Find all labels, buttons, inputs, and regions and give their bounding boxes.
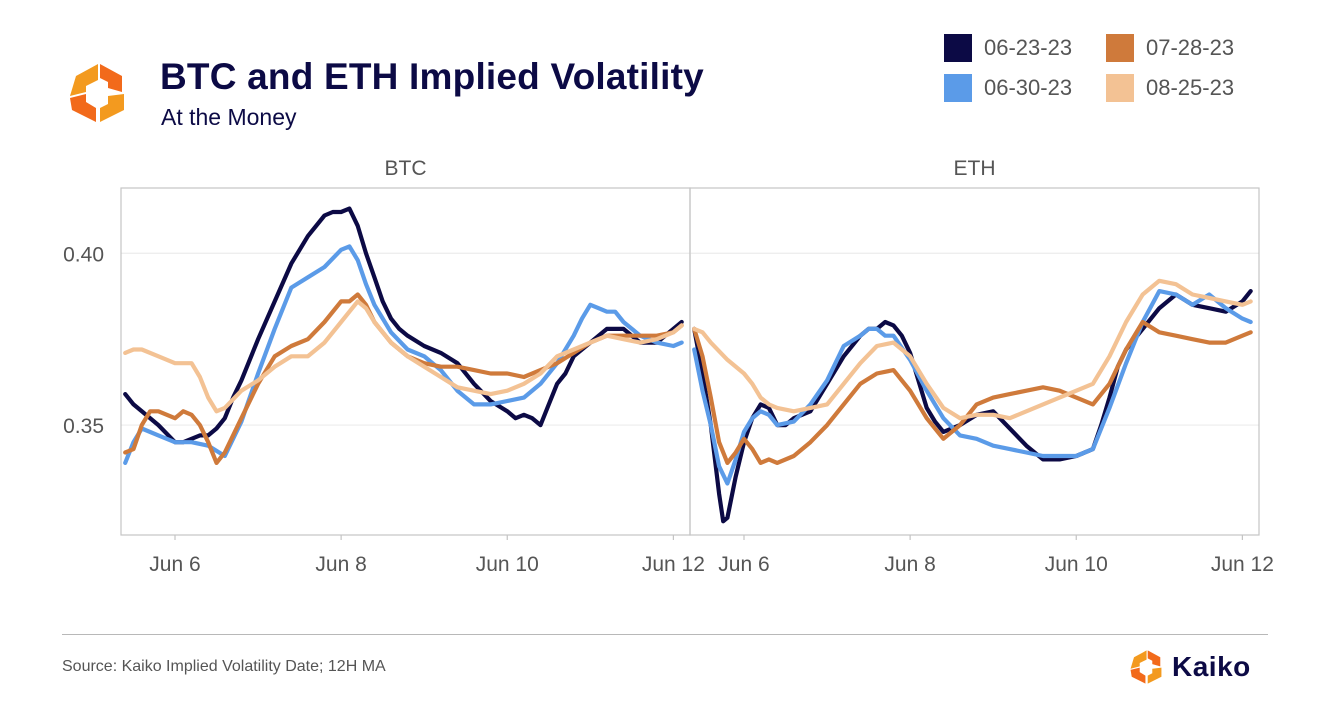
series-line-btc-08-25-23: [123, 299, 684, 414]
panel-label: ETH: [954, 157, 996, 180]
brand-name: Kaiko: [1172, 651, 1251, 682]
panel-btc: BTC Jun 6 Jun 8 Jun 10 Jun 12: [120, 157, 705, 576]
x-tick-label: Jun 8: [884, 553, 935, 576]
panel-label: BTC: [385, 157, 427, 180]
y-tick-label: 0.40: [63, 243, 104, 266]
page-subtitle: At the Money: [161, 104, 297, 130]
footer-divider: [62, 634, 1268, 635]
x-tick-label: Jun 6: [149, 553, 200, 576]
y-tick-label: 0.35: [63, 415, 104, 438]
legend-swatch-06-30-23: [944, 74, 972, 102]
kaiko-logo-icon: [70, 64, 124, 122]
legend: 06-23-23 06-30-23 07-28-23 08-25-23: [944, 32, 1284, 112]
series-line-eth-06-30-23: [692, 289, 1253, 486]
x-tick-label: Jun 8: [315, 553, 366, 576]
legend-label-06-30-23: 06-30-23: [984, 75, 1073, 100]
logo-arrow-left-bottom: [70, 94, 96, 122]
logo-arrow-right-bottom: [100, 94, 124, 122]
x-tick-label: Jun 12: [642, 553, 705, 576]
series-line-eth-08-25-23: [692, 278, 1253, 421]
x-tick-label: Jun 10: [476, 553, 539, 576]
legend-item-06-30-23: 06-30-23: [944, 74, 1072, 102]
panel-frame: [120, 187, 691, 536]
x-tick-label: Jun 12: [1211, 553, 1274, 576]
page-title: BTC and ETH Implied Volatility: [160, 56, 704, 97]
x-tick-label: Jun 6: [718, 553, 769, 576]
panel-frame: [689, 187, 1260, 536]
brand-logo: Kaiko: [1126, 644, 1276, 690]
source-note: Source: Kaiko Implied Volatility Date; 1…: [62, 658, 386, 675]
legend-label-08-25-23: 08-25-23: [1146, 75, 1235, 100]
series-line-btc-06-23-23: [123, 206, 684, 445]
series-line-btc-06-30-23: [123, 244, 684, 465]
legend-item-08-25-23: 08-25-23: [1106, 74, 1234, 102]
x-tick-label: Jun 10: [1045, 553, 1108, 576]
legend-label-06-23-23: 06-23-23: [984, 35, 1073, 60]
legend-item-07-28-23: 07-28-23: [1106, 34, 1234, 62]
logo-arrow-right-top: [100, 64, 122, 92]
logo-arrow-left-top: [70, 64, 98, 96]
legend-item-06-23-23: 06-23-23: [944, 34, 1072, 62]
legend-label-07-28-23: 07-28-23: [1146, 35, 1235, 60]
series-line-btc-07-28-23: [123, 292, 684, 465]
legend-swatch-06-23-23: [944, 34, 972, 62]
panel-eth: ETH Jun 6 Jun 8 Jun 10 Jun 12: [689, 157, 1274, 576]
kaiko-brand-icon: [1130, 650, 1162, 684]
legend-swatch-07-28-23: [1106, 34, 1134, 62]
series-line-eth-07-28-23: [692, 319, 1253, 465]
legend-swatch-08-25-23: [1106, 74, 1134, 102]
